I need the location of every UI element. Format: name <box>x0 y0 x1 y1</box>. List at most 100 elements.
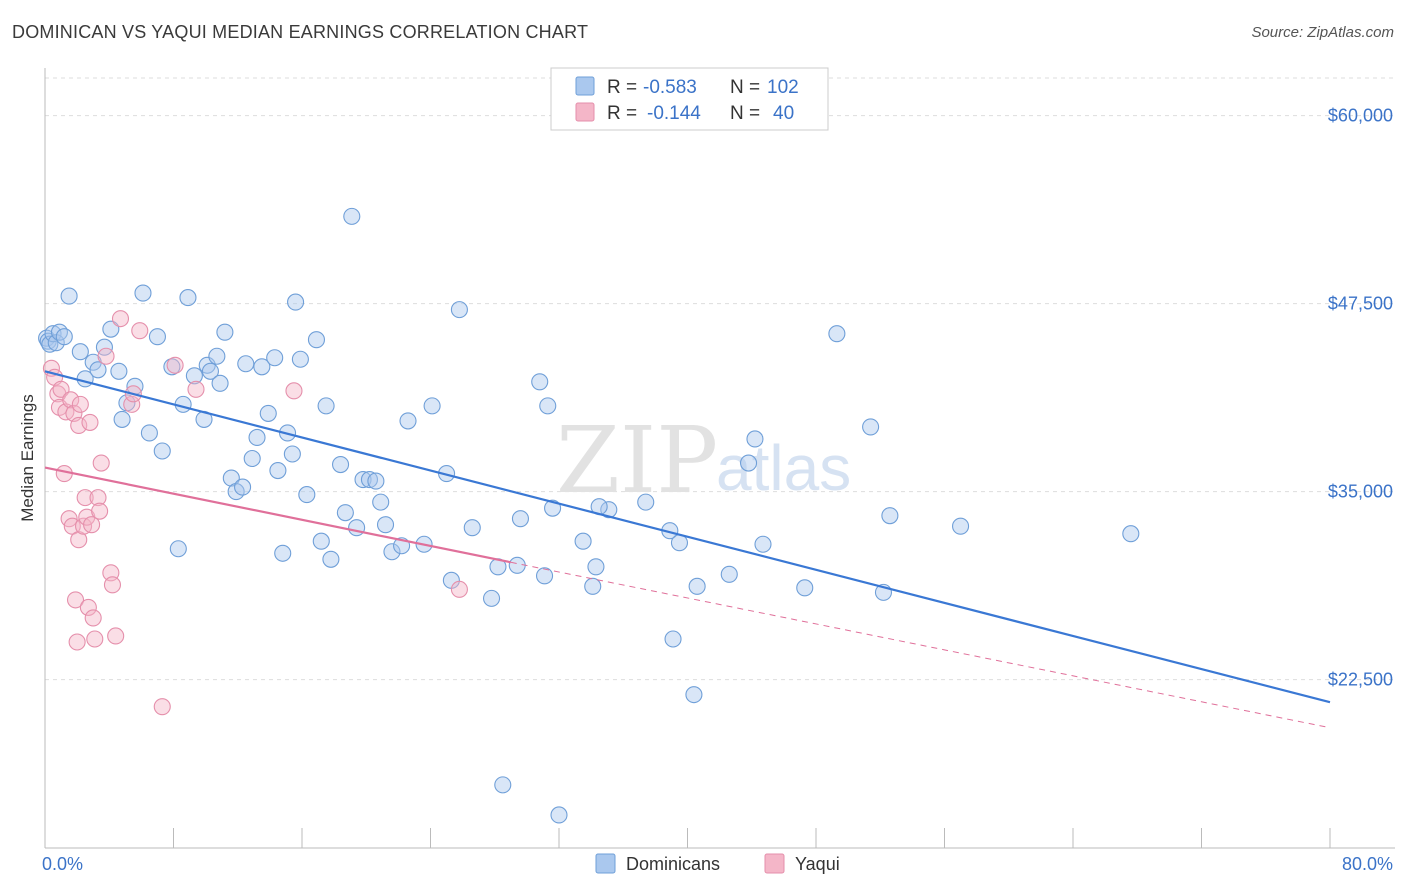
dominican-point <box>312 532 330 550</box>
dominican-point <box>208 347 226 365</box>
dominican-point <box>259 404 277 422</box>
dominican-point <box>266 349 284 367</box>
dominican-point <box>354 471 372 489</box>
dominican-point <box>153 442 171 460</box>
legend-r-value: -0.583 <box>643 77 697 98</box>
dominican-point <box>179 289 197 307</box>
dominican-point <box>511 510 530 528</box>
dominican-point <box>539 397 557 415</box>
legend-bottom: Dominicans Yaqui <box>595 853 840 874</box>
yaqui-point <box>86 630 104 648</box>
dominican-point <box>383 543 401 561</box>
dominican-point <box>664 630 682 648</box>
yaqui-point <box>79 598 97 616</box>
dominican-point <box>952 517 970 535</box>
dominican-point <box>211 374 229 392</box>
dominican-point <box>185 367 203 385</box>
legend-n-value: 40 <box>773 103 794 124</box>
legend-r-label: R = <box>607 103 637 124</box>
yaqui-point <box>83 516 101 534</box>
dominican-point <box>343 207 361 225</box>
yaqui-point <box>62 391 80 409</box>
dominican-point <box>450 301 468 319</box>
y-tick-labels: $22,500 $35,000 $47,500 $60,000 <box>1328 106 1393 690</box>
legend-swatch-dominicans <box>595 853 616 874</box>
yaqui-point <box>153 698 171 716</box>
dominican-point <box>360 471 379 489</box>
dominican-point <box>372 493 390 511</box>
dominican-point <box>274 544 292 562</box>
x-tick-label: 0.0% <box>42 854 83 874</box>
legend-top-box <box>550 67 829 131</box>
dominican-point <box>60 287 78 305</box>
dominican-point <box>463 519 481 537</box>
dominican-point <box>688 577 706 595</box>
dominican-point <box>600 501 618 519</box>
dominican-point <box>234 478 252 496</box>
dominican-point <box>50 323 69 341</box>
legend-label-yaqui: Yaqui <box>795 854 840 874</box>
dominican-point <box>862 418 880 436</box>
yaqui-point <box>123 395 141 413</box>
chart-source: Source: ZipAtlas.com <box>1251 24 1394 41</box>
dominican-point <box>322 550 340 568</box>
dominican-point <box>71 343 89 361</box>
dominican-point <box>494 776 512 794</box>
y-tick-label: $22,500 <box>1328 670 1393 690</box>
dominican-point <box>148 328 166 346</box>
yaqui-point <box>97 347 115 365</box>
dominican-point <box>110 362 128 380</box>
dominican-point <box>201 362 219 380</box>
dominican-point <box>1122 525 1140 543</box>
yaqui-point <box>70 416 88 434</box>
dominican-point <box>376 516 395 534</box>
dominican-point <box>531 373 549 391</box>
data-points <box>38 207 1140 824</box>
y-tick-label: $47,500 <box>1328 294 1393 314</box>
dominican-trend-line <box>44 370 1331 704</box>
yaqui-point <box>450 580 468 598</box>
yaqui-point <box>103 576 122 594</box>
dominican-point <box>216 323 234 341</box>
yaqui-point <box>84 609 102 627</box>
yaqui-point <box>76 489 94 507</box>
dominican-point <box>544 499 562 517</box>
dominican-point <box>307 331 326 349</box>
dominican-point <box>243 449 261 468</box>
dominican-point <box>287 293 305 311</box>
legend-n-label: N = <box>730 77 760 98</box>
dominican-point <box>269 461 287 480</box>
dominican-point <box>482 589 501 607</box>
dominican-point <box>367 472 385 490</box>
legend-swatch-yaqui <box>575 102 595 122</box>
trend-lines <box>44 370 1331 729</box>
dominican-point <box>348 519 366 537</box>
dominican-point <box>55 328 73 346</box>
dominican-point <box>44 325 62 343</box>
legend-n-label: N = <box>730 103 760 124</box>
legend-n-value: 102 <box>767 77 799 98</box>
yaqui-point <box>111 310 130 328</box>
legend-r-value: -0.144 <box>647 103 701 124</box>
yaqui-point <box>107 627 125 645</box>
dominican-point <box>584 577 602 595</box>
dominican-point <box>828 325 846 343</box>
dominican-point <box>248 428 266 447</box>
dominican-point <box>89 361 107 379</box>
dominican-point <box>685 686 703 704</box>
dominican-point <box>283 445 301 463</box>
dominican-point <box>336 504 354 522</box>
legend-swatch-yaqui <box>764 853 785 874</box>
dominican-point <box>508 556 526 574</box>
dominican-point <box>637 493 655 511</box>
watermark-zip: ZIP <box>556 407 718 514</box>
dominican-point <box>102 320 120 338</box>
yaqui-point <box>68 633 86 651</box>
yaqui-point <box>81 413 99 431</box>
y-axis-title: Median Earnings <box>18 394 37 522</box>
dominican-point <box>550 806 568 824</box>
y-tick-label: $60,000 <box>1328 106 1393 126</box>
x-tick-labels: 0.0% 80.0% <box>42 854 1393 874</box>
dominican-point <box>574 532 592 550</box>
